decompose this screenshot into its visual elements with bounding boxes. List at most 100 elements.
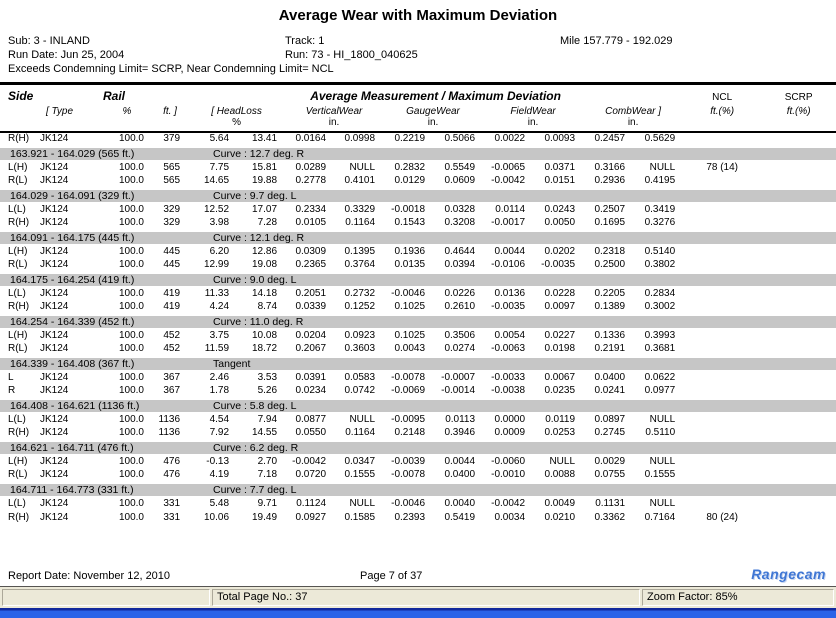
section-row: 164.029 - 164.091 (329 ft.) Curve : 9.7 d… — [0, 188, 836, 202]
measurement-value-6: -0.0065 — [491, 161, 526, 173]
measurement-value-6: -0.0035 — [491, 300, 526, 312]
scrp-value — [761, 244, 836, 258]
measurement-value-5: 0.5419 — [444, 511, 476, 523]
measurement-value-9: 0.5110 — [645, 426, 676, 438]
scrp-value — [761, 174, 836, 188]
measurement-value-3: 0.0742 — [344, 384, 376, 396]
measurement-value-3: NULL — [349, 161, 376, 173]
measurement-value-4: 0.2219 — [394, 133, 426, 145]
rail-pct: 100.0 — [118, 371, 144, 383]
rail-type: JK124 — [40, 258, 69, 270]
ncl-value — [683, 496, 761, 510]
table-row: R(L) JK124 100.0 452 11.59 18.72 0.2067 0.3603 0… — [0, 342, 836, 356]
measurement-value-9: 0.5629 — [644, 133, 676, 145]
rail-type: JK124 — [40, 245, 69, 257]
rail-ft: 476 — [163, 468, 181, 480]
gaugewear-unit: in. — [427, 117, 439, 128]
table-row: L(H) JK124 100.0 452 3.75 10.08 0.0204 0.0923 0.… — [0, 328, 836, 342]
measurement-value-8: 0.3362 — [594, 511, 626, 523]
measurement-value-4: 0.1025 — [394, 300, 426, 312]
measurement-value-3: 0.0923 — [344, 329, 376, 341]
measurement-value-5: -0.0007 — [441, 371, 476, 383]
measurement-value-9: 0.1555 — [644, 468, 676, 480]
measurement-value-9: 0.3419 — [644, 203, 676, 215]
scrp-value — [761, 258, 836, 272]
scrp-value — [761, 454, 836, 468]
measurement-value-3: 0.4101 — [344, 174, 376, 186]
measurement-value-0: 7.92 — [209, 426, 230, 438]
rail-type: JK124 — [40, 342, 69, 354]
rail-type: JK124 — [40, 133, 69, 145]
scrp-value — [761, 202, 836, 216]
status-bar: Total Page No.: 37 Zoom Factor: 85% — [0, 586, 836, 608]
report-title: Average Wear with Maximum Deviation — [278, 7, 558, 24]
rail-ft: 329 — [163, 203, 181, 215]
ncl-value: 78 (14) — [706, 161, 739, 173]
section-mile-range: 163.921 - 164.029 (565 ft.) — [0, 146, 189, 160]
measurement-value-6: 0.0114 — [495, 203, 526, 215]
rail-type: JK124 — [40, 468, 69, 480]
section-curve-info: Curve : 7.7 deg. L — [188, 482, 836, 496]
measurement-value-9: NULL — [649, 161, 676, 173]
measurement-value-6: 0.0022 — [494, 133, 526, 145]
measurement-value-2: -0.0042 — [292, 455, 327, 467]
section-mile-range: 164.339 - 164.408 (367 ft.) — [0, 356, 189, 370]
rail-side: R(H) — [8, 511, 30, 523]
measurement-value-7: 0.0093 — [544, 133, 576, 145]
measurement-value-6: 0.0009 — [494, 426, 526, 438]
rail-type: JK124 — [40, 203, 69, 215]
col-header-headloss: [ HeadLoss — [211, 106, 262, 117]
rail-ft: 565 — [163, 174, 181, 186]
measurement-value-1: 3.53 — [257, 371, 278, 383]
section-row: 164.339 - 164.408 (367 ft.) Tangent — [0, 356, 836, 370]
rail-side: R(L) — [8, 468, 28, 480]
rail-side: R — [8, 384, 16, 396]
measurement-value-9: 0.0977 — [644, 384, 676, 396]
measurement-value-5: 0.3946 — [444, 426, 476, 438]
measurement-value-9: 0.4195 — [644, 174, 676, 186]
scrp-value — [761, 384, 836, 398]
sub-info: Sub: 3 - INLAND — [8, 35, 90, 47]
measurement-value-2: 0.2365 — [295, 258, 327, 270]
ncl-value — [683, 258, 761, 272]
measurement-value-5: 0.0044 — [444, 455, 476, 467]
measurement-value-9: 0.3802 — [644, 258, 676, 270]
scrp-value — [761, 328, 836, 342]
rail-side: L — [8, 371, 14, 383]
measurement-value-1: 19.49 — [252, 511, 278, 523]
scrp-value — [761, 510, 836, 524]
rail-pct: 100.0 — [118, 300, 144, 312]
table-row: L(H) JK124 100.0 476 -0.13 2.70 -0.0042 0.0347 -… — [0, 454, 836, 468]
measurement-value-4: 0.0135 — [394, 258, 426, 270]
measurement-value-0: 11.59 — [204, 342, 230, 354]
rail-side: L(H) — [8, 245, 28, 257]
rail-type: JK124 — [40, 287, 69, 299]
measurement-value-3: NULL — [349, 413, 376, 425]
rail-ft: 565 — [163, 161, 181, 173]
col-header-side: Side — [8, 89, 34, 103]
rail-type: JK124 — [40, 511, 69, 523]
measurement-value-8: 0.2457 — [594, 133, 626, 145]
table-row: R(L) JK124 100.0 476 4.19 7.18 0.0720 0.1555 -0.… — [0, 468, 836, 482]
rail-ft: 329 — [163, 216, 181, 228]
rail-side: L(H) — [8, 455, 28, 467]
rail-pct: 100.0 — [118, 468, 144, 480]
measurement-value-1: 13.41 — [252, 133, 278, 145]
table-row: R(H) JK124 100.0 331 10.06 19.49 0.0927 0.1585 0… — [0, 510, 836, 524]
measurement-value-8: 0.2507 — [594, 203, 626, 215]
rail-pct: 100.0 — [118, 329, 144, 341]
section-mile-range: 164.029 - 164.091 (329 ft.) — [0, 188, 189, 202]
scrp-value — [761, 286, 836, 300]
measurement-value-3: 0.1555 — [344, 468, 376, 480]
report-date: Report Date: November 12, 2010 — [8, 570, 171, 582]
measurement-value-0: 7.75 — [209, 161, 230, 173]
rail-ft: 419 — [163, 300, 181, 312]
section-mile-range: 164.175 - 164.254 (419 ft.) — [0, 272, 189, 286]
table-row: L(H) JK124 100.0 565 7.75 15.81 0.0289 NULL 0.28… — [0, 160, 836, 174]
measurement-value-5: 0.0609 — [444, 174, 476, 186]
verticalwear-unit: in. — [328, 117, 340, 128]
rail-type: JK124 — [40, 371, 69, 383]
fieldwear-unit: in. — [527, 117, 539, 128]
measurement-value-4: 0.2393 — [394, 511, 426, 523]
measurement-value-8: 0.1389 — [594, 300, 626, 312]
